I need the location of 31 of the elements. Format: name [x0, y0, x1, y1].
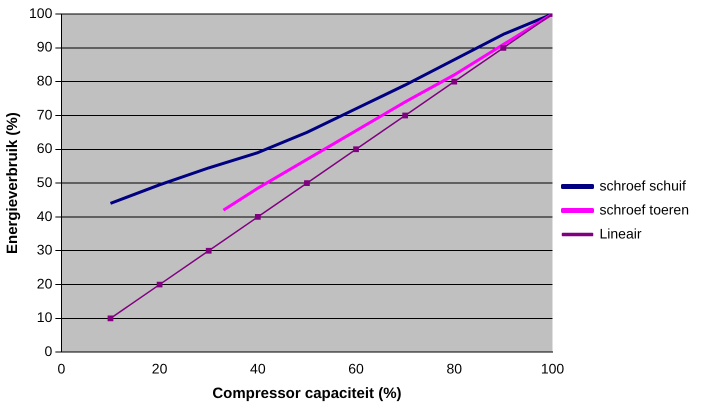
- y-tick-label: 10: [36, 309, 53, 326]
- legend-label: Lineair: [600, 225, 642, 242]
- point: [500, 44, 506, 51]
- x-tick-label: 20: [152, 360, 168, 376]
- x-tick-label: 40: [250, 360, 266, 376]
- point: [206, 248, 212, 254]
- y-tick-label: 40: [36, 208, 53, 224]
- point: [156, 282, 162, 288]
- y-tick-label: 20: [36, 275, 53, 292]
- point: [304, 180, 310, 186]
- y-tick-label: 100: [29, 4, 53, 21]
- x-axis-title: Compressor capaciteit (%): [212, 385, 402, 402]
- point: [108, 316, 114, 322]
- y-tick-label: 80: [36, 72, 53, 88]
- point: [353, 146, 359, 152]
- point: [402, 112, 408, 118]
- y-tick-label: 70: [36, 106, 53, 122]
- x-tick-label: 60: [348, 360, 364, 376]
- x-tick-label: 80: [446, 360, 462, 376]
- x-tick-label: 100: [540, 360, 564, 376]
- y-tick-label: 60: [36, 140, 53, 156]
- y-tick-label: 30: [36, 242, 53, 258]
- y-tick-label: 0: [44, 343, 53, 360]
- legend-label: schroef schuif: [600, 177, 686, 194]
- y-tick-label: 90: [36, 38, 53, 55]
- point: [451, 78, 458, 85]
- y-tick-label: 50: [36, 174, 53, 190]
- y-axis-title: Energieverbruik (%): [4, 112, 22, 254]
- x-tick-label: 0: [57, 360, 66, 376]
- point: [254, 214, 261, 220]
- legend-label: schroef toeren: [600, 201, 690, 218]
